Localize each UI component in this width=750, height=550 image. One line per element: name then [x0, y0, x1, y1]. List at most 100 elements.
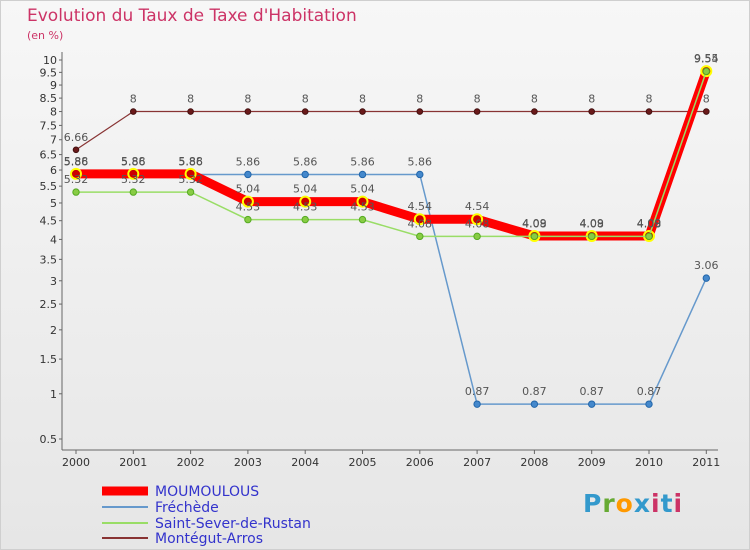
- data-point-montegut-arros: [416, 108, 424, 115]
- data-point-saint-sever-de-rustan: [129, 188, 138, 196]
- y-tick-label: 2: [50, 324, 57, 337]
- x-tick-label: 2011: [692, 456, 720, 469]
- data-label-frechede: 5.86: [293, 155, 318, 168]
- data-point-moumoulous: [127, 167, 140, 180]
- data-label-moumoulous: 4.09: [522, 217, 547, 230]
- data-point-moumoulous: [241, 195, 254, 208]
- data-point-frechede: [301, 170, 309, 179]
- data-point-frechede: [645, 400, 653, 408]
- data-label-montegut-arros: 8: [474, 93, 481, 106]
- data-point-moumoulous: [184, 167, 197, 180]
- y-tick-label: 6.5: [40, 149, 58, 162]
- y-tick-label: 6: [50, 164, 57, 177]
- x-tick-label: 2003: [234, 456, 262, 469]
- data-point-saint-sever-de-rustan: [702, 67, 710, 76]
- x-tick-label: 2005: [349, 456, 377, 469]
- data-label-frechede: 0.87: [637, 385, 662, 398]
- data-point-frechede: [530, 400, 539, 408]
- data-label-montegut-arros: 8: [359, 93, 366, 106]
- data-point-saint-sever-de-rustan: [72, 188, 80, 196]
- data-point-montegut-arros: [588, 108, 596, 115]
- data-label-saint-sever-de-rustan: 5.32: [121, 173, 146, 186]
- data-label-frechede: 5.86: [350, 155, 375, 168]
- data-label-saint-sever-de-rustan: 4.08: [408, 217, 433, 230]
- data-label-montegut-arros: 8: [531, 93, 538, 106]
- data-label-montegut-arros: 6.66: [64, 131, 89, 144]
- data-point-frechede: [473, 400, 481, 408]
- y-tick-label: 3: [50, 275, 57, 288]
- legend-label-frechede: Fréchède: [155, 500, 219, 516]
- x-tick-label: 2007: [463, 456, 491, 469]
- data-point-montegut-arros: [244, 108, 252, 115]
- data-point-montegut-arros: [130, 108, 137, 115]
- x-tick-label: 2008: [520, 456, 548, 469]
- y-tick-label: 5: [50, 197, 57, 210]
- data-label-moumoulous: 5.88: [178, 155, 203, 168]
- legend-label-montegut-arros: Montégut-Arros: [155, 531, 263, 547]
- data-label-moumoulous: 4.54: [408, 200, 433, 213]
- data-label-montegut-arros: 8: [588, 93, 595, 106]
- x-tick-label: 2004: [291, 456, 319, 469]
- series-line-saint-sever-de-rustan: [76, 71, 708, 238]
- data-point-moumoulous: [356, 195, 369, 208]
- y-tick-label: 7: [50, 134, 57, 147]
- proxiti-logo: Proxiti: [583, 489, 684, 518]
- data-label-saint-sever-de-rustan: 4.53: [236, 201, 261, 214]
- data-label-saint-sever-de-rustan: 9.54: [694, 52, 719, 65]
- data-label-frechede: 5.86: [236, 155, 261, 168]
- x-tick-label: 2010: [635, 456, 663, 469]
- data-point-saint-sever-de-rustan: [645, 232, 653, 241]
- legend-label-saint-sever-de-rustan: Saint-Sever-de-Rustan: [155, 516, 311, 532]
- chart-subtitle: (en %): [27, 29, 64, 42]
- data-label-frechede: 0.87: [465, 385, 490, 398]
- data-point-frechede: [588, 400, 596, 408]
- data-point-moumoulous: [413, 213, 426, 226]
- y-tick-label: 9: [50, 79, 57, 92]
- data-label-frechede: 0.87: [522, 385, 547, 398]
- y-tick-label: 7.5: [40, 119, 58, 132]
- data-point-moumoulous: [70, 167, 82, 180]
- data-point-montegut-arros: [531, 108, 538, 115]
- data-label-montegut-arros: 8: [646, 93, 653, 106]
- y-tick-label: 10: [43, 54, 57, 67]
- y-tick-label: 4: [50, 233, 57, 246]
- data-point-saint-sever-de-rustan: [473, 232, 481, 241]
- data-label-moumoulous: 5.04: [293, 183, 318, 196]
- data-label-montegut-arros: 8: [187, 93, 194, 106]
- data-label-saint-sever-de-rustan: 4.08: [579, 217, 604, 230]
- y-tick-label: 0.5: [40, 433, 58, 446]
- data-label-saint-sever-de-rustan: 4.08: [465, 217, 490, 230]
- data-label-saint-sever-de-rustan: 4.08: [522, 217, 547, 230]
- data-label-montegut-arros: 8: [416, 93, 423, 106]
- data-label-saint-sever-de-rustan: 5.32: [178, 173, 203, 186]
- y-tick-label: 5.5: [40, 180, 58, 193]
- data-point-montegut-arros: [72, 146, 80, 154]
- data-label-saint-sever-de-rustan: 4.53: [350, 201, 375, 214]
- y-tick-label: 3.5: [40, 253, 58, 266]
- series-line-moumoulous: [76, 69, 711, 241]
- data-point-frechede: [702, 274, 710, 282]
- data-label-saint-sever-de-rustan: 4.08: [637, 217, 662, 230]
- data-label-saint-sever-de-rustan: 4.53: [293, 201, 318, 214]
- data-label-moumoulous: 4.09: [579, 217, 604, 230]
- data-point-saint-sever-de-rustan: [186, 188, 195, 196]
- data-label-saint-sever-de-rustan: 5.32: [64, 173, 89, 186]
- data-point-montegut-arros: [301, 108, 309, 115]
- data-label-montegut-arros: 8: [302, 93, 309, 106]
- y-tick-label: 2.5: [40, 298, 58, 311]
- data-label-moumoulous: 5.04: [236, 183, 261, 196]
- data-label-moumoulous: 9.55: [694, 52, 719, 65]
- data-label-frechede: 0.87: [579, 385, 604, 398]
- legend-label-moumoulous: MOUMOULOUS: [155, 484, 259, 500]
- data-label-frechede: 5.86: [178, 155, 203, 168]
- data-label-moumoulous: 4.54: [465, 200, 490, 213]
- data-point-montegut-arros: [187, 108, 194, 115]
- y-tick-label: 4.5: [40, 215, 58, 228]
- x-tick-label: 2002: [177, 456, 205, 469]
- data-point-montegut-arros: [359, 108, 366, 115]
- data-label-moumoulous: 5.88: [64, 155, 89, 168]
- data-label-montegut-arros: 8: [130, 93, 137, 106]
- data-point-montegut-arros: [703, 108, 710, 115]
